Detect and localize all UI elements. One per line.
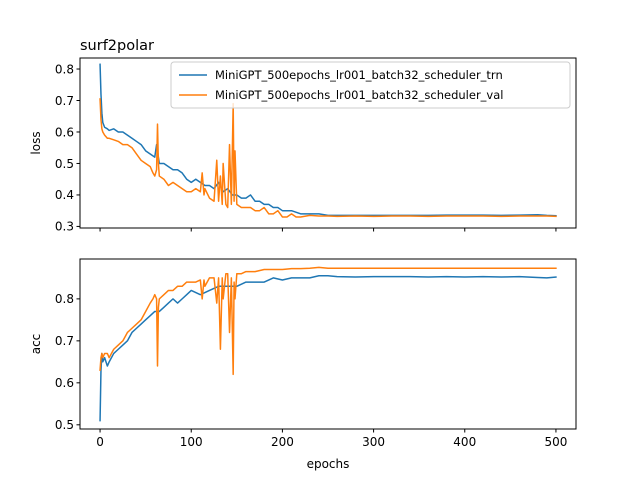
legend-entry: MiniGPT_500epochs_lr001_batch32_schedule… [215, 68, 503, 82]
loss-axis-label: loss [29, 131, 43, 154]
loss-subplot: 0.3 0.4 0.5 0.6 0.7 0.8 loss [29, 57, 577, 234]
x-tick-label: 400 [453, 435, 476, 449]
y-tick-label: 0.5 [55, 157, 74, 171]
x-tick-label: 100 [180, 435, 203, 449]
x-tick-label: 500 [544, 435, 567, 449]
y-tick-label: 0.6 [55, 376, 74, 390]
y-tick-label: 0.6 [55, 125, 74, 139]
y-tick-label: 0.8 [55, 292, 74, 306]
val-acc-series-line [99, 266, 557, 376]
x-axis-label: epochs [307, 457, 350, 471]
y-tick-label: 0.4 [55, 188, 74, 202]
acc-axes-frame [79, 258, 577, 430]
y-tick-label: 0.8 [55, 62, 74, 76]
x-tick-label: 200 [271, 435, 294, 449]
x-tick-label: 300 [362, 435, 385, 449]
chart-title: surf2polar [80, 38, 154, 54]
legend-frame [170, 61, 571, 109]
legend-entry: MiniGPT_500epochs_lr001_batch32_schedule… [215, 88, 503, 102]
acc-subplot: 0.5 0.6 0.7 0.8 0 100 200 300 400 500 acc [29, 258, 577, 449]
val-loss-series-line [99, 98, 557, 218]
trn-acc-series-line [99, 275, 557, 422]
loss-axes-frame [79, 57, 577, 229]
x-tick-label: 0 [96, 435, 104, 449]
y-tick-label: 0.5 [55, 418, 74, 432]
y-tick-label: 0.7 [55, 334, 74, 348]
y-tick-label: 0.7 [55, 94, 74, 108]
legend: MiniGPT_500epochs_lr001_batch32_schedule… [170, 61, 571, 109]
acc-axis-label: acc [29, 334, 43, 355]
y-tick-label: 0.3 [55, 220, 74, 234]
